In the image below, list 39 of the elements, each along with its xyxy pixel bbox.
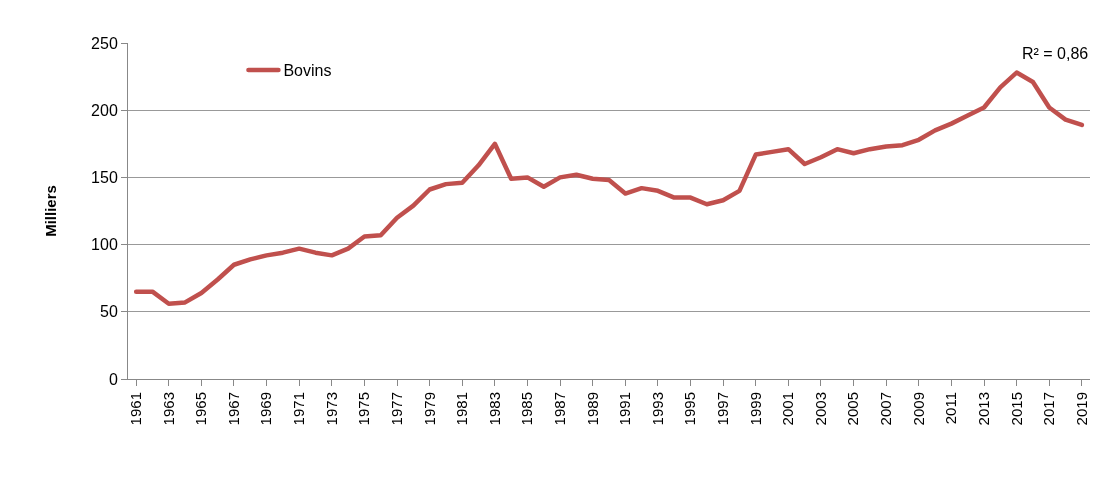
x-tick-label: 2003 — [811, 392, 829, 426]
x-tick-label: 1961 — [127, 392, 145, 426]
x-tick-label: 1987 — [550, 392, 568, 426]
x-tick-label: 1995 — [681, 392, 699, 426]
x-tick-label: 1979 — [420, 392, 438, 426]
y-tick-label: 150 — [91, 169, 118, 186]
x-tick-label: 2013 — [974, 392, 992, 426]
y-tick-label: 200 — [91, 101, 118, 119]
x-tick-label: 2007 — [877, 392, 895, 426]
y-tick-label: 50 — [100, 303, 118, 321]
x-tick-label: 1969 — [257, 392, 275, 426]
x-tick-label: 1999 — [746, 392, 764, 426]
legend-label: Bovins — [283, 62, 332, 80]
x-tick-label: 1985 — [518, 392, 536, 426]
x-tick-label: 1963 — [159, 392, 177, 426]
x-tick-label: 2015 — [1007, 392, 1025, 426]
x-tick-label: 2019 — [1072, 392, 1090, 426]
x-tick-label: 1975 — [355, 392, 373, 426]
x-tick-label: 1993 — [648, 392, 666, 426]
annotation: R² = 0,86 — [1022, 45, 1089, 62]
x-tick-label: 1967 — [224, 392, 242, 426]
x-tick-label: 2011 — [942, 392, 960, 425]
x-tick-label: 2017 — [1040, 392, 1058, 426]
y-tick-label: 100 — [91, 236, 118, 254]
x-tick-label: 1997 — [714, 392, 732, 426]
x-tick-label: 1989 — [583, 392, 601, 426]
x-tick-label: 1965 — [192, 392, 210, 426]
x-tick-label: 1971 — [290, 392, 308, 426]
x-tick-label: 1977 — [387, 392, 405, 426]
x-tick-label: 1983 — [485, 392, 503, 426]
y-tick-label: 250 — [91, 34, 118, 52]
x-tick-label: 1973 — [322, 392, 340, 426]
y-axis-title: Milliers — [42, 185, 60, 237]
y-tick-label: 0 — [108, 370, 118, 388]
x-tick-label: 2001 — [779, 392, 797, 426]
x-tick-label: 2009 — [909, 392, 927, 426]
x-tick-label: 1981 — [453, 392, 471, 426]
x-tick-label: 2005 — [844, 392, 862, 426]
x-tick-label: 1991 — [616, 392, 634, 426]
